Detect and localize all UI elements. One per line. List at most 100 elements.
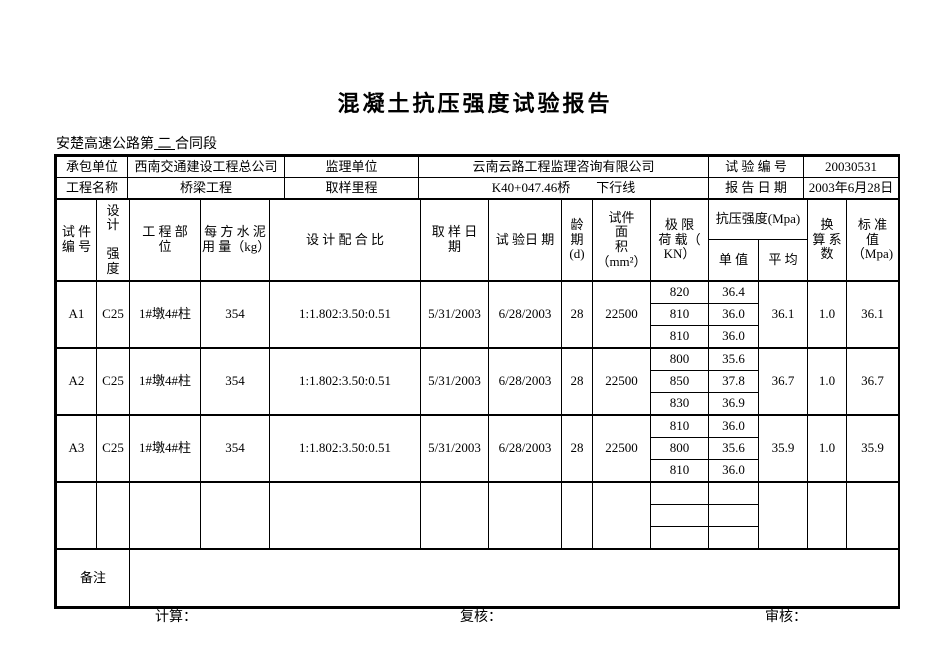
sampling-mileage-label: 取样里程 xyxy=(284,177,419,199)
col-header-design-strength: 设 计 强 度 xyxy=(96,199,130,282)
cell-area: 22500 xyxy=(592,414,651,483)
cell-load-1 xyxy=(650,481,709,505)
contract-prefix: 安楚高速公路第 xyxy=(56,137,154,152)
cell-standard: 36.1 xyxy=(846,280,899,349)
cell-project-part: 1#墩4#柱 xyxy=(129,347,201,416)
cell-cement: 354 xyxy=(200,347,270,416)
test-number-value: 20030531 xyxy=(803,156,899,178)
cell-mix-ratio: 1:1.802:3.50:0.51 xyxy=(269,414,421,483)
cell-load-1: 820 xyxy=(650,280,709,304)
cell-strength-1: 36.4 xyxy=(708,280,759,304)
cell-coef xyxy=(807,481,847,550)
report-date-label: 报 告 日 期 xyxy=(708,177,804,199)
cell-cement: 354 xyxy=(200,414,270,483)
specimen-row-empty xyxy=(56,481,899,550)
cell-strength-2 xyxy=(708,504,759,527)
cell-standard xyxy=(846,481,899,550)
cell-area xyxy=(592,481,651,550)
cell-specimen-id: A3 xyxy=(56,414,97,483)
col-header-sample-date: 取 样 日 期 xyxy=(420,199,489,282)
cell-mix-ratio: 1:1.802:3.50:0.51 xyxy=(269,280,421,349)
col-header-specimen-id: 试 件 编 号 xyxy=(56,199,97,282)
cell-specimen-id: A1 xyxy=(56,280,97,349)
page-title: 混凝土抗压强度试验报告 xyxy=(337,91,613,116)
specimen-row-a3: A3 C25 1#墩4#柱 354 1:1.802:3.50:0.51 5/31… xyxy=(56,414,899,483)
cell-cement xyxy=(200,481,270,550)
reviewed-by-label: 复核： xyxy=(460,610,502,625)
specimen-row-a2-sub3: 830 36.9 xyxy=(57,392,899,416)
remarks-label: 备注 xyxy=(56,548,130,607)
cell-coef: 1.0 xyxy=(807,414,847,483)
supervisor-value: 云南云路工程监理咨询有限公司 xyxy=(418,156,709,178)
sampling-mileage-value: K40+047.46桥 下行线 xyxy=(418,177,709,199)
cell-strength-1 xyxy=(708,481,759,505)
contract-suffix: 合同段 xyxy=(175,137,217,152)
report-date-value: 2003年6月28日 xyxy=(803,177,899,199)
cell-design-strength xyxy=(96,481,130,550)
cell-project-part: 1#墩4#柱 xyxy=(129,280,201,349)
cell-test-date xyxy=(488,481,562,550)
col-header-single-value: 单 值 xyxy=(708,239,759,282)
specimen-row-a2-sub2: 850 37.8 xyxy=(57,370,899,393)
contract-line: 安楚高速公路第 二 合同段 xyxy=(56,133,217,153)
cell-load-1: 810 xyxy=(650,414,709,438)
contractor-label: 承包单位 xyxy=(56,156,128,178)
cell-design-strength: C25 xyxy=(96,347,130,416)
cell-sample-date: 5/31/2003 xyxy=(420,414,489,483)
specimen-row-empty-sub3 xyxy=(57,526,899,550)
specimen-row-a3-sub3: 810 36.0 xyxy=(57,459,899,483)
col-header-test-date: 试 验日 期 xyxy=(488,199,562,282)
results-table: 试 件 编 号 设 计 强 度 工 程 部 位 每 方 水 泥 用 量（kg） … xyxy=(56,199,899,607)
test-number-label: 试 验 编 号 xyxy=(708,156,804,178)
cell-specimen-id: A2 xyxy=(56,347,97,416)
header-row-2: 单 值 平 均 xyxy=(57,239,899,282)
col-header-average: 平 均 xyxy=(758,239,808,282)
cell-project-part xyxy=(129,481,201,550)
cell-test-date: 6/28/2003 xyxy=(488,347,562,416)
remarks-content xyxy=(129,548,899,607)
cell-standard: 36.7 xyxy=(846,347,899,416)
col-header-compressive-strength: 抗压强度(Mpa) xyxy=(708,199,808,240)
cell-standard: 35.9 xyxy=(846,414,899,483)
cell-mix-ratio xyxy=(269,481,421,550)
cell-sample-date xyxy=(420,481,489,550)
cell-sample-date: 5/31/2003 xyxy=(420,347,489,416)
col-header-mix-ratio: 设 计 配 合 比 xyxy=(269,199,421,282)
info-row-1: 承包单位 西南交通建设工程总公司 监理单位 云南云路工程监理咨询有限公司 试 验… xyxy=(56,156,899,178)
cell-test-date: 6/28/2003 xyxy=(488,414,562,483)
info-row-2: 工程名称 桥梁工程 取样里程 K40+047.46桥 下行线 报 告 日 期 2… xyxy=(56,177,899,199)
col-header-age: 龄 期 (d) xyxy=(561,199,593,282)
cell-strength-1: 36.0 xyxy=(708,414,759,438)
cell-load-2: 810 xyxy=(650,303,709,326)
cell-age: 28 xyxy=(561,414,593,483)
report-table-container: 承包单位 西南交通建设工程总公司 监理单位 云南云路工程监理咨询有限公司 试 验… xyxy=(54,154,900,609)
header-row-1: 试 件 编 号 设 计 强 度 工 程 部 位 每 方 水 泥 用 量（kg） … xyxy=(56,199,899,282)
cell-strength-1: 35.6 xyxy=(708,347,759,371)
contract-number: 二 xyxy=(154,137,175,152)
col-header-ultimate-load: 极 限 荷 载（ KN） xyxy=(650,199,709,282)
cell-strength-3: 36.9 xyxy=(708,392,759,416)
cell-mix-ratio: 1:1.802:3.50:0.51 xyxy=(269,347,421,416)
cell-design-strength: C25 xyxy=(96,280,130,349)
cell-load-2: 850 xyxy=(650,370,709,393)
cell-age: 28 xyxy=(561,347,593,416)
col-header-area: 试件 面 积 （mm²） xyxy=(592,199,651,282)
specimen-row-a3-sub2: 800 35.6 xyxy=(57,437,899,460)
cell-strength-3: 36.0 xyxy=(708,325,759,349)
col-header-cement-per-m3: 每 方 水 泥 用 量（kg） xyxy=(200,199,270,282)
cell-strength-3 xyxy=(708,526,759,550)
cell-area: 22500 xyxy=(592,347,651,416)
cell-strength-3: 36.0 xyxy=(708,459,759,483)
cell-load-1: 800 xyxy=(650,347,709,371)
cell-load-2 xyxy=(650,504,709,527)
cell-load-3: 810 xyxy=(650,325,709,349)
specimen-row-empty-sub2 xyxy=(57,504,899,527)
specimen-row-a1: A1 C25 1#墩4#柱 354 1:1.802:3.50:0.51 5/31… xyxy=(56,280,899,349)
cell-load-3: 810 xyxy=(650,459,709,483)
col-header-conversion-coef: 换 算 系 数 xyxy=(807,199,847,282)
cell-average: 36.7 xyxy=(758,347,808,416)
cell-age xyxy=(561,481,593,550)
remarks-row: 备注 xyxy=(56,548,899,607)
cell-strength-2: 36.0 xyxy=(708,303,759,326)
cell-specimen-id xyxy=(56,481,97,550)
